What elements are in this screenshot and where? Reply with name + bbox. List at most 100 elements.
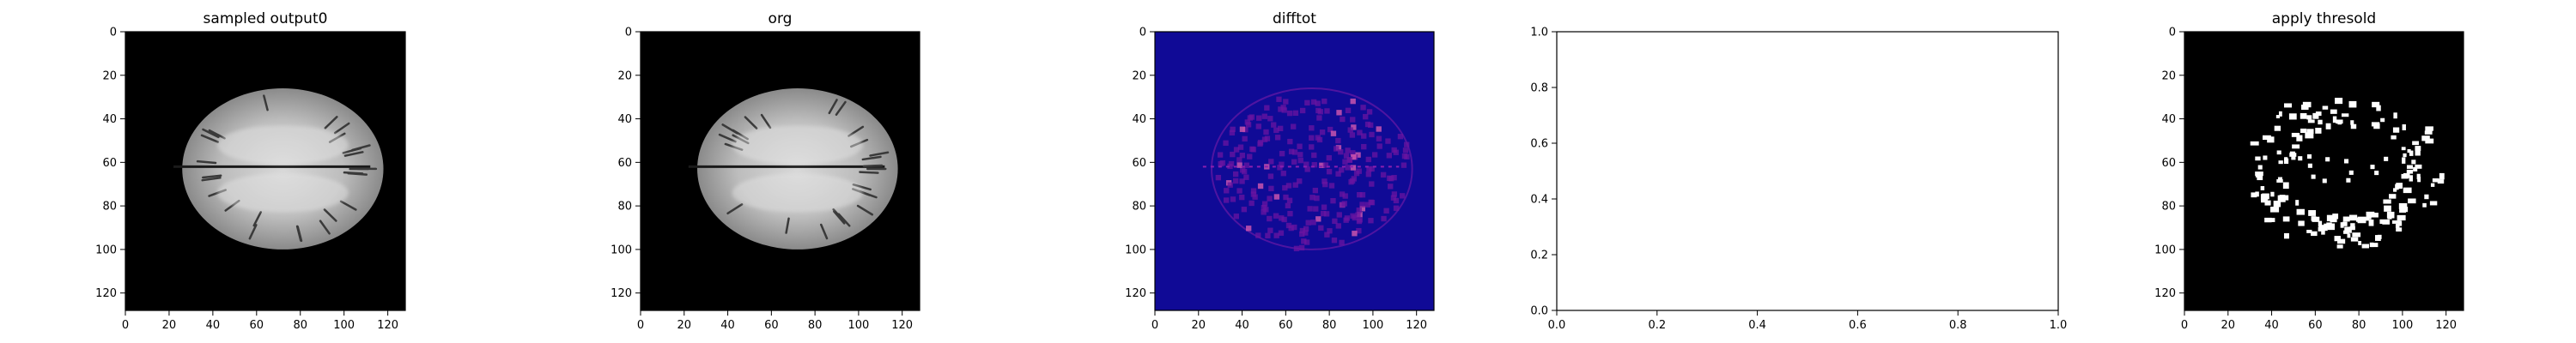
sulcus: [718, 133, 737, 143]
y-tick-label: 120: [1125, 287, 1146, 300]
diff-pixel: [1345, 147, 1351, 153]
highlight: [216, 125, 349, 165]
x-tick-label: 1.0: [2050, 319, 2068, 332]
sulcus: [201, 177, 222, 182]
mask-pixel: [2298, 156, 2303, 161]
x-tick-label: 100: [2391, 319, 2413, 332]
diff-pixel: [1215, 174, 1222, 181]
mask-pixel: [2291, 155, 2296, 160]
diff-pixel: [1297, 178, 1303, 184]
sulcus: [835, 100, 847, 116]
mask-pixel: [2409, 150, 2414, 156]
diff-pixel: [1315, 216, 1321, 222]
diff-pixel: [1242, 135, 1248, 142]
x-tick-label: 100: [1362, 319, 1383, 332]
diff-pixel: [1346, 156, 1352, 163]
x-tick-label: 40: [1235, 319, 1249, 332]
mask-pixel: [2260, 194, 2269, 201]
diff-pixel: [1286, 197, 1293, 204]
diff-pixel: [1229, 129, 1236, 135]
mask-pixel: [2270, 207, 2280, 213]
mask-pixel: [2295, 200, 2300, 206]
mask-pixel: [2374, 171, 2379, 176]
diff-pixel: [1279, 215, 1285, 221]
diff-pixel: [1309, 125, 1315, 131]
sulcus: [324, 116, 338, 129]
mask-pixel: [2306, 115, 2312, 120]
mask-pixel: [2422, 202, 2427, 208]
mask-pixel: [2300, 112, 2307, 119]
mask-pixel: [2296, 208, 2305, 215]
mask-pixel: [2376, 105, 2381, 111]
image-content: [1202, 87, 1413, 252]
y-tick-label: 0.4: [1530, 194, 1548, 207]
mask-pixel: [2393, 188, 2397, 192]
x-tick-label: 0: [122, 319, 129, 332]
mask-pixel: [2277, 195, 2284, 202]
y-tick-label: 40: [2161, 113, 2176, 126]
mask-pixel: [2332, 214, 2339, 220]
diff-pixel: [1286, 110, 1293, 117]
mask-pixel: [2342, 216, 2350, 222]
diff-pixel: [1299, 227, 1306, 234]
mask-pixel: [2350, 223, 2355, 227]
y-tick-label: 0: [625, 27, 632, 39]
mask-pixel: [2396, 227, 2403, 232]
diff-pixel: [1255, 123, 1261, 129]
diff-pixel: [1237, 144, 1244, 150]
image-content: [2250, 98, 2445, 249]
diff-pixel: [1239, 126, 1246, 132]
diff-pixel: [1233, 147, 1240, 153]
y-tick-label: 100: [2154, 244, 2176, 256]
mask-pixel: [2257, 165, 2263, 170]
diff-pixel: [1299, 107, 1306, 114]
diff-pixel: [1327, 126, 1334, 133]
diff-pixel: [1230, 151, 1236, 158]
mask-pixel: [2264, 217, 2272, 223]
panel-title: difftot: [1273, 10, 1316, 27]
diff-pixel: [1321, 98, 1327, 105]
mask-pixel: [2349, 214, 2358, 221]
diff-pixel: [1274, 135, 1281, 141]
mask-pixel: [2375, 235, 2381, 241]
mask-pixel: [2402, 124, 2406, 130]
mask-pixel: [2352, 232, 2361, 238]
diff-pixel: [1381, 215, 1387, 222]
diff-pixel: [1239, 178, 1245, 184]
y-tick-label: 100: [95, 244, 117, 256]
mask-pixel: [2382, 220, 2391, 225]
diff-pixel: [1265, 232, 1271, 239]
x-tick-label: 120: [377, 319, 398, 332]
diff-pixel: [1390, 195, 1397, 201]
x-tick-label: 120: [1406, 319, 1427, 332]
diff-pixel: [1242, 127, 1249, 133]
diff-pixel: [1350, 150, 1356, 156]
mask-pixel: [2408, 198, 2416, 204]
diff-pixel: [1322, 181, 1328, 188]
x-tick-label: 0: [637, 319, 644, 332]
mask-pixel: [2260, 186, 2265, 190]
diff-pixel: [1217, 152, 1224, 158]
diff-pixel: [1388, 184, 1394, 190]
panel-2: org 0 20 40 60 80 100 120 0 20 40 60 80 100 120: [611, 10, 920, 332]
diff-pixel: [1321, 204, 1327, 210]
mask-pixel: [2439, 172, 2445, 180]
image-content: [173, 88, 384, 250]
mask-pixel: [2401, 147, 2406, 151]
mask-pixel: [2383, 199, 2391, 204]
diff-pixel: [1233, 214, 1240, 220]
diff-pixel: [1310, 99, 1317, 105]
y-tick-label: 20: [1132, 69, 1146, 82]
diff-pixel: [1267, 215, 1273, 222]
panel-3: difftot 0 20 40 60 80 100 120 0 20 40 60 80 100 120: [1125, 10, 1435, 332]
mask-pixel: [2255, 191, 2259, 197]
x-tick-label: 60: [2308, 319, 2323, 332]
mask-pixel: [2284, 157, 2288, 162]
diff-pixel: [1309, 135, 1315, 141]
mask-pixel: [2355, 217, 2365, 222]
sulcus: [869, 151, 890, 157]
sulcus: [323, 208, 337, 222]
x-tick-label: 80: [293, 319, 307, 332]
sulcus: [744, 116, 758, 129]
mask-pixel: [2300, 128, 2307, 134]
